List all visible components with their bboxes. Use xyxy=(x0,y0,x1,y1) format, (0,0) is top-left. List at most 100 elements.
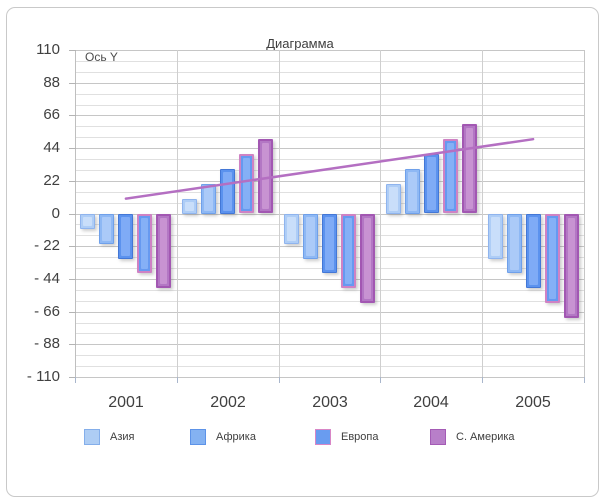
bar-Европа-2002 xyxy=(239,154,254,213)
x-axis-category-label: 2004 xyxy=(413,394,449,411)
bar-С. Америка-2003 xyxy=(360,214,375,303)
bar-highlight xyxy=(389,187,398,211)
bar-Азия-2001 xyxy=(80,214,95,229)
bar-highlight xyxy=(549,218,556,299)
y-axis-tick xyxy=(69,279,76,280)
bar-highlight xyxy=(243,158,250,209)
bar-Европа-2003 xyxy=(341,214,356,288)
bar-highlight xyxy=(141,218,148,269)
bar-Африка-2003 xyxy=(303,214,318,259)
y-axis-tick-label: 44 xyxy=(43,139,60,156)
major-gridline xyxy=(75,148,584,149)
bar-Африка-2004 xyxy=(405,169,420,214)
bar-Азия-2005 xyxy=(488,214,503,259)
bar-series3-2005 xyxy=(526,214,541,288)
bar-series3-2003 xyxy=(322,214,337,273)
bar-highlight xyxy=(427,157,436,210)
chart-title: Диаграмма xyxy=(266,36,334,51)
bar-highlight xyxy=(325,217,334,270)
bar-Европа-2004 xyxy=(443,139,458,213)
y-axis-tick-label: 110 xyxy=(36,41,60,58)
bar-Африка-2002 xyxy=(201,184,216,214)
bar-С. Америка-2005 xyxy=(564,214,579,318)
bar-Европа-2005 xyxy=(545,214,560,303)
bar-highlight xyxy=(102,217,111,241)
x-axis-category-label: 2003 xyxy=(312,394,348,411)
major-gridline xyxy=(75,312,584,313)
minor-gridline xyxy=(75,105,584,106)
minor-gridline xyxy=(75,290,584,291)
bar-С. Америка-2004 xyxy=(462,124,477,213)
legend-label-africa: Африка xyxy=(216,431,256,443)
y-axis-tick xyxy=(69,214,76,215)
y-axis-tick-label: - 22 xyxy=(34,237,60,254)
bar-highlight xyxy=(345,218,352,284)
legend-label-europe: Европа xyxy=(341,431,379,443)
major-gridline xyxy=(75,344,584,345)
legend-swatch-asia xyxy=(84,429,100,445)
legend-swatch-n-america xyxy=(430,429,446,445)
bar-highlight xyxy=(510,217,519,270)
y-axis-tick-label: - 88 xyxy=(34,335,60,352)
minor-gridline xyxy=(75,137,584,138)
major-gridline xyxy=(75,115,584,116)
bar-highlight xyxy=(160,218,167,284)
legend-swatch-africa xyxy=(190,429,206,445)
minor-gridline xyxy=(75,366,584,367)
x-axis-tick xyxy=(279,377,280,383)
minor-gridline xyxy=(75,94,584,95)
plot-right-border xyxy=(584,50,585,378)
y-axis-tick-label: 0 xyxy=(51,205,60,222)
bar-highlight xyxy=(306,217,315,256)
y-axis-title: Ось Y xyxy=(85,50,118,64)
bar-highlight xyxy=(262,143,269,209)
y-axis-tick-label: - 44 xyxy=(34,270,60,287)
bar-highlight xyxy=(287,217,296,241)
y-axis-tick xyxy=(69,181,76,182)
y-axis-tick-label: 88 xyxy=(43,74,60,91)
y-axis-tick-label: - 66 xyxy=(34,303,60,320)
bar-highlight xyxy=(223,172,232,211)
bar-highlight xyxy=(568,218,575,314)
minor-gridline xyxy=(75,170,584,171)
bar-С. Америка-2002 xyxy=(258,139,273,213)
x-axis-tick xyxy=(75,377,76,383)
minor-gridline xyxy=(75,301,584,302)
minor-gridline xyxy=(75,159,584,160)
minor-gridline xyxy=(75,192,584,193)
y-axis-tick xyxy=(69,115,76,116)
category-gridline xyxy=(482,50,483,377)
bar-Европа-2001 xyxy=(137,214,152,273)
legend-swatch-europe xyxy=(315,429,331,445)
major-gridline xyxy=(75,50,584,51)
legend-label-n-america: С. Америка xyxy=(456,431,515,443)
bar-highlight xyxy=(408,172,417,211)
y-axis-tick xyxy=(69,246,76,247)
bar-highlight xyxy=(83,217,92,226)
x-axis-tick xyxy=(380,377,381,383)
x-axis-category-label: 2005 xyxy=(515,394,551,411)
bar-series3-2004 xyxy=(424,154,439,213)
minor-gridline xyxy=(75,323,584,324)
y-axis-tick xyxy=(69,83,76,84)
minor-gridline xyxy=(75,355,584,356)
x-axis-tick xyxy=(584,377,585,383)
bar-series3-2002 xyxy=(220,169,235,214)
major-gridline xyxy=(75,279,584,280)
bar-highlight xyxy=(466,128,473,209)
bar-Азия-2004 xyxy=(386,184,401,214)
category-gridline xyxy=(380,50,381,377)
minor-gridline xyxy=(75,333,584,334)
category-gridline xyxy=(177,50,178,377)
x-axis-tick xyxy=(177,377,178,383)
x-axis-category-label: 2002 xyxy=(210,394,246,411)
bar-highlight xyxy=(204,187,213,211)
y-axis-tick-label: 22 xyxy=(43,172,60,189)
bar-highlight xyxy=(491,217,500,256)
bar-highlight xyxy=(364,218,371,299)
x-axis-tick xyxy=(482,377,483,383)
y-axis-tick xyxy=(69,377,76,378)
bar-highlight xyxy=(185,202,194,211)
x-axis-category-label: 2001 xyxy=(108,394,144,411)
bar-С. Америка-2001 xyxy=(156,214,171,288)
